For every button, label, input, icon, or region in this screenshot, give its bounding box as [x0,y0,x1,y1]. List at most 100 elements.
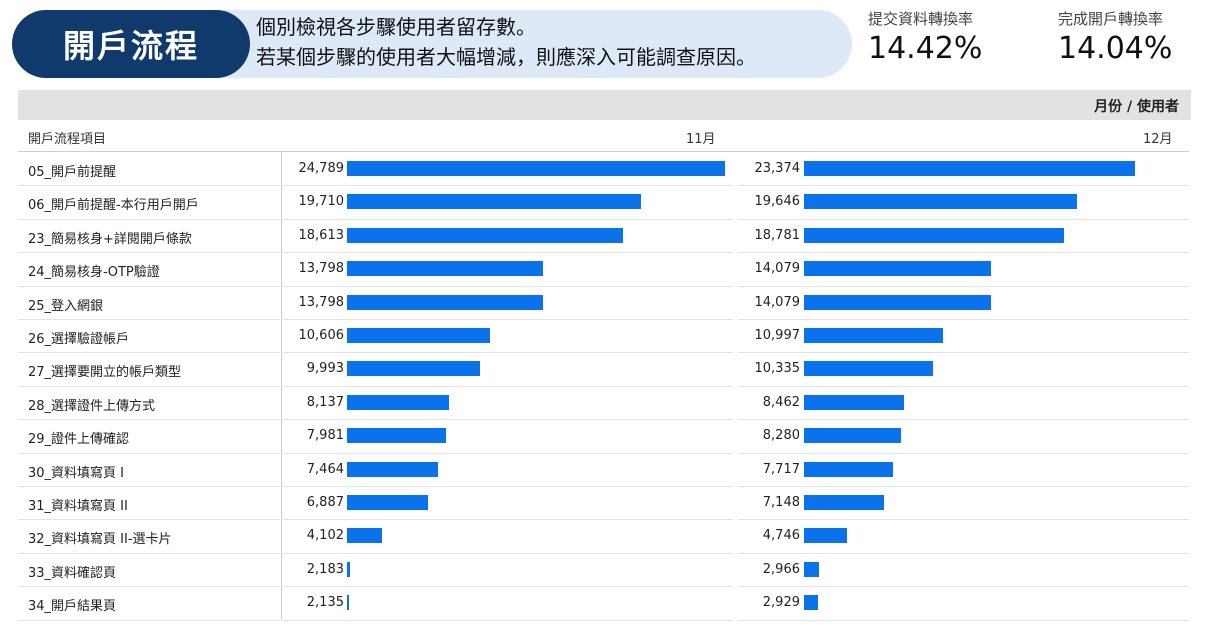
row-divider [738,185,1189,187]
row-divider [738,285,1189,287]
label-column-divider [281,152,282,620]
bar [347,261,543,277]
bar [347,561,350,577]
row-divider [18,552,280,554]
data-label: 18,613 [298,227,345,243]
bar [804,261,992,277]
category-label: 26_選擇驗證帳戶 [28,332,130,347]
row-divider [283,218,733,220]
row-divider [738,218,1189,220]
category-label: 24_簡易核身-OTP驗證 [28,265,160,281]
data-label: 2,183 [306,561,344,577]
row-divider [283,586,733,588]
data-label: 10,997 [754,328,801,343]
bar [347,361,480,377]
bar [804,161,1136,176]
data-label: 9,993 [306,361,344,377]
row-header: 開戶流程項目 [28,132,107,147]
category-label: 29_證件上傳確認 [28,432,130,448]
category-label: 30_資料填寫頁 I [28,465,125,481]
row-divider [738,419,1189,421]
row-divider [283,319,733,320]
data-label: 14,079 [754,261,801,277]
bar [804,394,905,410]
row-divider [18,252,280,254]
bar [347,428,447,444]
data-label: 8,137 [306,394,344,410]
column-header-nov: 11月 [686,132,716,147]
data-label: 7,464 [306,461,344,477]
data-label: 13,798 [298,261,345,277]
page-description: 個別檢視各步驟使用者留存數。 若某個步驟的使用者大幅增減，則應深入可能調查原因。 [256,12,756,72]
kpi-value: 14.04% [1058,31,1173,66]
row-divider [738,252,1189,254]
bar [347,595,350,611]
bar [347,328,490,343]
data-label: 4,746 [762,528,800,544]
unit-label: 月份 / 使用者 [1094,99,1179,115]
row-divider [283,552,733,554]
category-label: 33_資料確認頁 [28,565,117,581]
column-header-dec: 12月 [1143,132,1173,147]
row-divider [283,252,733,254]
row-divider [283,352,733,354]
row-divider [18,185,280,187]
bar [804,595,819,611]
data-label: 2,135 [306,595,344,611]
bar [804,461,893,477]
row-divider [18,285,280,287]
row-divider [18,319,280,320]
row-divider [283,285,733,287]
data-label: 13,798 [298,294,345,310]
kpi-value: 14.42% [868,31,983,66]
description-line-2: 若某個步驟的使用者大幅增減，則應深入可能調查原因。 [256,45,756,69]
data-label: 10,606 [298,328,345,343]
bar [347,227,623,243]
row-divider [283,385,733,387]
bar [347,194,641,210]
bar [804,361,934,377]
row-divider [738,486,1189,487]
category-label: 23_簡易核身+詳閱開戶條款 [28,231,192,247]
data-label: 19,710 [298,194,345,210]
bar [347,294,543,310]
row-divider [283,452,733,454]
row-divider [738,552,1189,554]
row-divider [18,385,280,387]
row-divider [283,519,733,521]
category-label: 06_開戶前提醒-本行用戶開戶 [28,198,199,214]
table-top-bar: 月份 / 使用者 [18,90,1191,120]
data-label: 2,966 [762,561,800,577]
row-divider [18,619,280,621]
row-divider [18,519,280,521]
bar [804,194,1078,210]
bar [804,428,902,444]
row-divider [18,586,280,588]
row-divider [283,185,733,187]
bar [804,294,992,310]
row-divider [18,486,280,487]
data-label: 7,148 [762,495,800,510]
header-divider [18,151,1189,152]
category-label: 31_資料填寫頁 II [28,499,128,514]
row-divider [18,352,280,354]
row-divider [18,419,280,421]
row-divider [18,218,280,220]
bar [347,528,382,544]
bar [804,227,1064,243]
data-label: 10,335 [754,361,801,377]
bar [804,561,819,577]
data-label: 8,462 [762,394,800,410]
row-divider [738,452,1189,454]
bar [804,528,847,544]
bar [347,461,438,477]
data-label: 8,280 [762,428,800,444]
data-label: 7,981 [306,428,344,444]
bar [347,495,429,510]
category-label: 34_開戶結果頁 [28,599,117,615]
kpi-label: 完成開戶轉換率 [1058,10,1164,28]
data-label: 19,646 [754,194,801,210]
kpi-label: 提交資料轉換率 [868,10,974,28]
description-line-1: 個別檢視各步驟使用者留存數。 [256,15,536,39]
row-divider [283,619,733,621]
